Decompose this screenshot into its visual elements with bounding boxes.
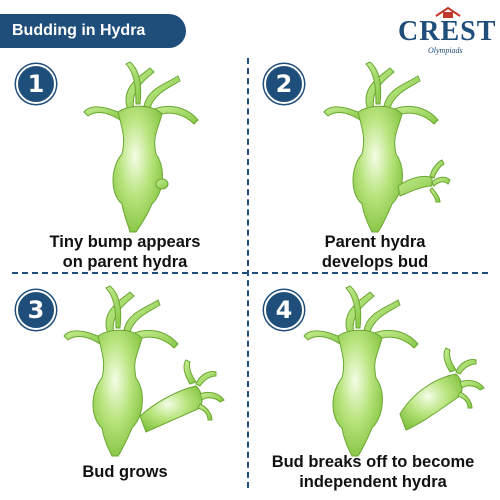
step-3-badge: 3 bbox=[16, 290, 56, 330]
logo-text: CREST bbox=[398, 16, 497, 47]
step-3-caption-line1: Bud grows bbox=[82, 463, 168, 481]
horizontal-divider bbox=[12, 272, 488, 274]
step-1-badge: 1 bbox=[16, 64, 56, 104]
step-2-caption-line2: develops bud bbox=[321, 253, 429, 271]
step-2-badge: 2 bbox=[264, 64, 304, 104]
step-4-caption: Bud breaks off to become independent hyd… bbox=[252, 452, 494, 492]
hydra-stage-1-illustration bbox=[83, 61, 199, 233]
logo-mark-icon bbox=[435, 6, 461, 18]
step-4-caption-line2: independent hydra bbox=[299, 473, 447, 491]
step-4-caption-line1: Bud breaks off to become bbox=[271, 453, 475, 471]
step-4-badge: 4 bbox=[264, 290, 304, 330]
crest-logo: CREST Olympiads bbox=[398, 6, 495, 58]
step-1-caption-line1: Tiny bump appears bbox=[49, 233, 201, 251]
step-2-caption: Parent hydra develops bud bbox=[270, 232, 480, 272]
logo-subtext: Olympiads bbox=[428, 46, 463, 55]
hydra-stage-4-illustration bbox=[303, 285, 485, 457]
step-3-caption: Bud grows bbox=[20, 462, 230, 482]
step-1-caption: Tiny bump appears on parent hydra bbox=[20, 232, 230, 272]
page-title: Budding in Hydra bbox=[0, 14, 186, 48]
hydra-stage-2-illustration bbox=[323, 61, 451, 233]
step-1-caption-line2: on parent hydra bbox=[62, 253, 188, 271]
hydra-stage-3-illustration bbox=[63, 285, 225, 457]
step-2-caption-line1: Parent hydra bbox=[324, 233, 426, 251]
